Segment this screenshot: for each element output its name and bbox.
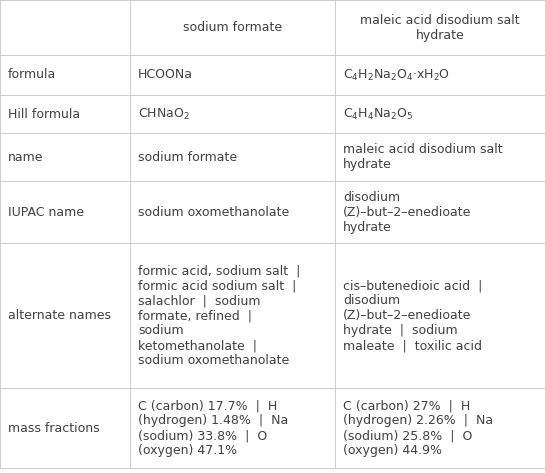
Text: maleic acid disodium salt
hydrate: maleic acid disodium salt hydrate [360, 14, 520, 42]
Text: name: name [8, 150, 44, 164]
Text: CHNaO$_{2}$: CHNaO$_{2}$ [138, 106, 190, 122]
Text: C (carbon) 27%  |  H
(hydrogen) 2.26%  |  Na
(sodium) 25.8%  |  O
(oxygen) 44.9%: C (carbon) 27% | H (hydrogen) 2.26% | Na… [343, 399, 493, 457]
Text: sodium formate: sodium formate [183, 21, 282, 34]
Text: C$_{4}$H$_{4}$Na$_{2}$O$_{5}$: C$_{4}$H$_{4}$Na$_{2}$O$_{5}$ [343, 106, 413, 122]
Text: formic acid, sodium salt  |
formic acid sodium salt  |
salachlor  |  sodium
form: formic acid, sodium salt | formic acid s… [138, 264, 300, 367]
Text: disodium
(Z)–but–2–enedioate
hydrate: disodium (Z)–but–2–enedioate hydrate [343, 191, 471, 234]
Text: C$_{4}$H$_{2}$Na$_{2}$O$_{4}$·xH$_{2}$O: C$_{4}$H$_{2}$Na$_{2}$O$_{4}$·xH$_{2}$O [343, 68, 450, 83]
Text: alternate names: alternate names [8, 309, 111, 322]
Text: cis–butenedioic acid  |
disodium
(Z)–but–2–enedioate
hydrate  |  sodium
maleate : cis–butenedioic acid | disodium (Z)–but–… [343, 279, 482, 352]
Text: mass fractions: mass fractions [8, 421, 100, 435]
Text: maleic acid disodium salt
hydrate: maleic acid disodium salt hydrate [343, 143, 502, 171]
Text: HCOONa: HCOONa [138, 69, 193, 81]
Text: IUPAC name: IUPAC name [8, 205, 84, 219]
Text: sodium formate: sodium formate [138, 150, 237, 164]
Text: formula: formula [8, 69, 56, 81]
Text: sodium oxomethanolate: sodium oxomethanolate [138, 205, 289, 219]
Text: C (carbon) 17.7%  |  H
(hydrogen) 1.48%  |  Na
(sodium) 33.8%  |  O
(oxygen) 47.: C (carbon) 17.7% | H (hydrogen) 1.48% | … [138, 399, 288, 457]
Text: Hill formula: Hill formula [8, 107, 80, 121]
